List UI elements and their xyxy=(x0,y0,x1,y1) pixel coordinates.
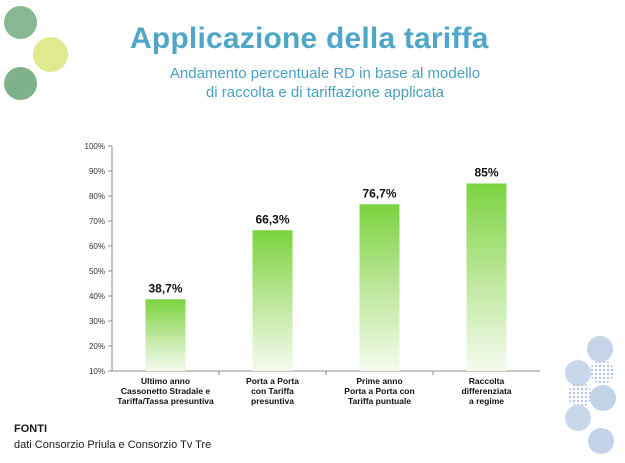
y-tick-label: 40% xyxy=(89,292,105,301)
bar-data-label: 85% xyxy=(474,166,498,180)
decor-circle-blue-4 xyxy=(565,405,591,431)
y-tick-label: 70% xyxy=(89,217,105,226)
bar-data-label: 38,7% xyxy=(148,281,182,295)
decor-circle-blue-1 xyxy=(587,336,613,362)
y-tick-label: 80% xyxy=(89,192,105,201)
sources-text: dati Consorzio Priula e Consorzio Tv Tre xyxy=(14,439,212,451)
x-category-label: a regime xyxy=(469,396,504,406)
decor-circle-dotted-1 xyxy=(590,360,614,384)
decor-circle-green-bottom xyxy=(4,67,37,100)
bar xyxy=(252,230,293,371)
decor-circle-blue-5 xyxy=(588,428,614,454)
page-subtitle-line2: di raccolta e di tariffazione applicata xyxy=(205,84,445,101)
x-category-label: Tariffa puntuale xyxy=(348,396,411,406)
x-category-label: Porta a Porta xyxy=(246,376,299,386)
bar xyxy=(359,204,400,371)
x-category-label: Tariffa/Tassa presuntiva xyxy=(117,396,214,406)
y-tick-label: 50% xyxy=(89,267,105,276)
page-subtitle-line1: Andamento percentuale RD in base al mode… xyxy=(169,65,481,82)
y-tick-label: 90% xyxy=(89,167,105,176)
decor-circle-green-top xyxy=(4,6,37,39)
x-category-label: presuntiva xyxy=(251,396,294,406)
x-category-label: Porta a Porta con xyxy=(344,386,414,396)
bar xyxy=(145,299,186,371)
bar-data-label: 76,7% xyxy=(362,186,396,200)
bar xyxy=(466,183,507,371)
x-category-label: differenziata xyxy=(461,386,511,396)
sources-heading: FONTI xyxy=(14,423,47,435)
x-category-label: Prime anno xyxy=(356,376,402,386)
y-tick-label: 30% xyxy=(89,317,105,326)
bar-data-label: 66,3% xyxy=(255,212,289,226)
y-tick-label: 60% xyxy=(89,242,105,251)
decor-circle-blue-2 xyxy=(565,360,591,386)
x-category-label: Cassonetto Stradale e xyxy=(121,386,211,396)
x-category-label: Ultimo anno xyxy=(141,376,190,386)
x-category-label: con Tariffa xyxy=(251,386,294,396)
y-tick-label: 10% xyxy=(89,367,105,376)
decor-circle-dotted-2 xyxy=(568,383,592,407)
decor-circle-yellow xyxy=(33,37,68,72)
y-tick-label: 100% xyxy=(85,142,105,151)
x-category-label: Raccolta xyxy=(469,376,505,386)
decor-circle-blue-3 xyxy=(590,385,616,411)
page-title: Applicazione della tariffa xyxy=(130,22,489,55)
y-tick-label: 20% xyxy=(89,342,105,351)
